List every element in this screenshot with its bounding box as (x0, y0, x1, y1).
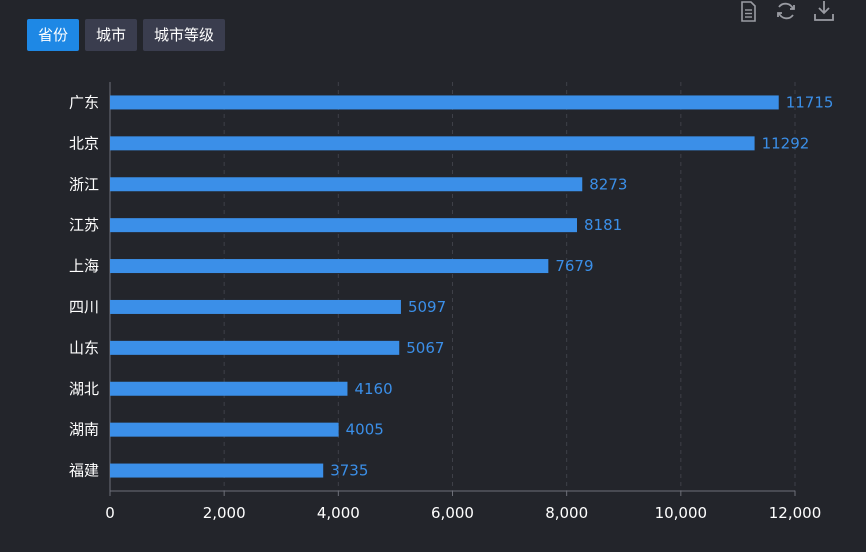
value-label: 11715 (786, 93, 834, 111)
x-tick-label: 6,000 (431, 504, 474, 522)
category-label: 广东 (69, 93, 99, 111)
bar[interactable] (110, 299, 401, 314)
category-label: 福建 (69, 462, 99, 480)
bar[interactable] (110, 381, 348, 396)
bar[interactable] (110, 259, 549, 274)
bar[interactable] (110, 340, 400, 355)
x-tick-label: 4,000 (317, 504, 360, 522)
tab-province[interactable]: 省份 (27, 19, 80, 51)
tab-city-level[interactable]: 城市等级 (143, 19, 226, 51)
bar[interactable] (110, 218, 577, 233)
value-label: 5067 (406, 339, 444, 357)
x-tick-label: 10,000 (655, 504, 708, 522)
download-icon[interactable] (812, 0, 836, 22)
x-tick-label: 0 (105, 504, 115, 522)
chart-toolbox (736, 0, 836, 22)
bars (110, 95, 779, 478)
value-label: 4160 (354, 380, 392, 398)
category-label: 湖北 (69, 380, 99, 398)
value-label: 8181 (584, 216, 622, 234)
category-label: 山东 (69, 339, 99, 357)
x-tick-label: 2,000 (203, 504, 246, 522)
value-label: 8273 (589, 175, 627, 193)
category-label: 四川 (69, 298, 99, 316)
x-tick-label: 8,000 (545, 504, 588, 522)
data-view-icon[interactable] (736, 0, 760, 22)
category-label: 湖南 (69, 421, 99, 439)
bar[interactable] (110, 177, 583, 192)
bar[interactable] (110, 136, 755, 151)
bar[interactable] (110, 422, 339, 437)
value-label: 4005 (346, 421, 384, 439)
value-label: 11292 (762, 134, 810, 152)
bar[interactable] (110, 463, 324, 478)
value-label: 3735 (330, 462, 368, 480)
category-label: 上海 (69, 257, 99, 275)
category-label: 江苏 (69, 216, 99, 234)
labels: 0 2,000 4,000 6,000 8,000 10,000 12,000 广东 11715… (69, 93, 833, 522)
tab-city[interactable]: 城市 (85, 19, 138, 51)
value-label: 7679 (555, 257, 593, 275)
tab-bar: 省份 城市 城市等级 (27, 19, 226, 51)
bar[interactable] (110, 95, 779, 110)
category-label: 北京 (69, 134, 99, 152)
category-label: 浙江 (69, 175, 99, 193)
refresh-icon[interactable] (774, 0, 798, 22)
value-label: 5097 (408, 298, 446, 316)
x-tick-label: 12,000 (769, 504, 822, 522)
